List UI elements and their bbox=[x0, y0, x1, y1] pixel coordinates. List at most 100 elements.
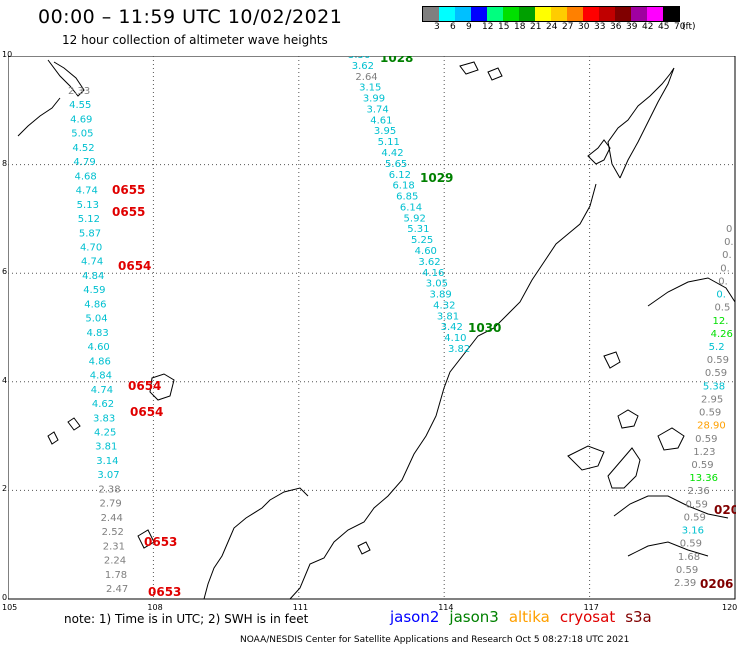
colorbar-label: 36 bbox=[610, 22, 622, 32]
colorbar-cell bbox=[503, 7, 519, 21]
legend-item: s3a bbox=[625, 608, 652, 626]
colorbar-label: 33 bbox=[594, 22, 606, 32]
wave-height-label: 0.59 bbox=[691, 460, 713, 471]
map-title: 00:00 – 11:59 UTC 10/02/2021 bbox=[38, 6, 343, 28]
latitude-tick: 6 bbox=[2, 267, 8, 277]
legend-item: jason2 bbox=[390, 608, 440, 626]
latitude-tick: 8 bbox=[2, 158, 8, 168]
longitude-tick: 108 bbox=[147, 603, 163, 612]
wave-height-label: 0.5 bbox=[714, 303, 730, 314]
footer-note: note: 1) Time is in UTC; 2) SWH is in fe… bbox=[64, 612, 309, 626]
wave-height-label: 3.14 bbox=[96, 456, 118, 467]
wave-height-label: 1.78 bbox=[105, 570, 127, 581]
colorbar-label: 3 bbox=[434, 22, 440, 32]
wave-height-label: 1.68 bbox=[678, 552, 700, 563]
wave-height-label: 0 bbox=[726, 224, 732, 235]
longitude-tick: 117 bbox=[583, 603, 599, 612]
wave-height-label: 3.42 bbox=[441, 322, 463, 333]
wave-height-label: 2.33 bbox=[68, 86, 90, 97]
colorbar-cell bbox=[583, 7, 599, 21]
pass-time-label: 0654 bbox=[118, 259, 151, 273]
wave-height-label: 0.59 bbox=[707, 355, 729, 366]
wave-height-label: 5.92 bbox=[404, 213, 426, 224]
wave-height-label: 3.62 bbox=[352, 61, 374, 72]
pass-time-label: 0655 bbox=[112, 183, 145, 197]
latitude-tick: 10 bbox=[2, 50, 13, 59]
pass-time-labels: 1028 1029 1030 0655 0655 0654 0654 0654 0653 0653… bbox=[112, 56, 736, 599]
longitude-tick: 111 bbox=[292, 603, 309, 612]
wave-height-label: 4.83 bbox=[86, 328, 108, 339]
map-frame bbox=[8, 56, 736, 600]
coastline-segment bbox=[137, 529, 155, 549]
wave-height-label: 4.32 bbox=[433, 300, 455, 311]
coastline-segment bbox=[607, 67, 675, 179]
colorbar-label: 45 bbox=[658, 22, 670, 32]
pass-time-label: 1028 bbox=[380, 56, 413, 65]
wave-height-label: 4.42 bbox=[381, 148, 403, 159]
colorbar-cell bbox=[567, 7, 583, 21]
wave-height-label: 4.70 bbox=[80, 243, 102, 254]
wave-height-label: 3.07 bbox=[97, 470, 119, 481]
wave-height-label: 0.59 bbox=[684, 512, 706, 523]
colorbar-cell bbox=[455, 7, 471, 21]
colorbar-cell bbox=[615, 7, 631, 21]
wave-height-label: 4.79 bbox=[73, 157, 95, 168]
wave-height-label: 5.12 bbox=[78, 214, 100, 225]
wave-height-label: 4.74 bbox=[76, 186, 98, 197]
wave-height-label: 0.59 bbox=[695, 434, 717, 445]
colorbar-cell bbox=[487, 7, 503, 21]
pass-time-label: 1029 bbox=[420, 171, 453, 185]
wave-height-labels: 2.33 4.55 4.69 5.05 4.52 4.79 4.68 4.74 5.13 5.12… bbox=[68, 56, 734, 595]
wave-height-label: 2.36 bbox=[687, 486, 709, 497]
wave-height-label: 3.99 bbox=[363, 94, 385, 105]
satellite-legend: jason2 jason3 altika cryosat s3a bbox=[390, 608, 662, 626]
wave-height-label: 1.23 bbox=[693, 447, 715, 458]
wave-height-label: 3.05 bbox=[426, 279, 448, 290]
wave-height-label: 3.74 bbox=[367, 104, 389, 115]
wave-height-label: 4.16 bbox=[422, 268, 444, 279]
colorbar-unit: (ft) bbox=[682, 22, 696, 32]
coastline-segment bbox=[607, 447, 641, 489]
legend-item: altika bbox=[508, 608, 550, 626]
wave-height-label: 5.25 bbox=[411, 235, 433, 246]
wave-height-label: 4.59 bbox=[83, 285, 105, 296]
wave-height-label: 2.39 bbox=[674, 578, 696, 589]
wave-height-label: 4.86 bbox=[84, 299, 106, 310]
wave-height-label: 4.10 bbox=[444, 333, 466, 344]
wave-height-label: 4.55 bbox=[69, 100, 91, 111]
wave-height-label: 0. bbox=[716, 290, 726, 301]
colorbar-cell bbox=[423, 7, 439, 21]
colorbar-label: 27 bbox=[562, 22, 574, 32]
coastline-segment bbox=[613, 495, 729, 519]
wave-height-label: 5.31 bbox=[407, 224, 429, 235]
pass-time-label: 0653 bbox=[148, 585, 181, 599]
coastline-segment bbox=[603, 351, 621, 369]
wave-height-label: 4.60 bbox=[88, 342, 110, 353]
wave-height-label: 3.81 bbox=[437, 311, 459, 322]
wave-height-label: 4.61 bbox=[370, 115, 392, 126]
wave-height-label: 4.62 bbox=[92, 399, 114, 410]
longitude-tick: 120 bbox=[722, 603, 738, 612]
coastline-segment bbox=[357, 541, 371, 555]
colorbar-label: 42 bbox=[642, 22, 654, 32]
wave-height-label: 0.59 bbox=[705, 368, 727, 379]
coastline-segment bbox=[487, 67, 503, 81]
wave-height-label: 4.74 bbox=[91, 385, 113, 396]
wave-height-label: 0.59 bbox=[680, 539, 702, 550]
coastline bbox=[17, 59, 736, 600]
coastline-segment bbox=[647, 277, 736, 307]
colorbar-cell bbox=[663, 7, 679, 21]
colorbar-cell bbox=[535, 7, 551, 21]
wave-height-label: 5.05 bbox=[71, 129, 93, 140]
pass-time-label: 0206 bbox=[700, 577, 733, 591]
wave-height-label: 3.82 bbox=[448, 344, 470, 355]
wave-height-label: 2.47 bbox=[106, 584, 128, 595]
colorbar-cell bbox=[631, 7, 647, 21]
coastline-segment bbox=[203, 487, 309, 600]
colorbar-label: 15 bbox=[498, 22, 510, 32]
pass-time-label: 020 bbox=[714, 503, 736, 517]
wave-height-label: 4.26 bbox=[711, 329, 733, 340]
wave-height-label: 4.69 bbox=[70, 114, 92, 125]
wave-height-label: 3.16 bbox=[682, 526, 704, 537]
coastline-segment bbox=[459, 61, 479, 75]
